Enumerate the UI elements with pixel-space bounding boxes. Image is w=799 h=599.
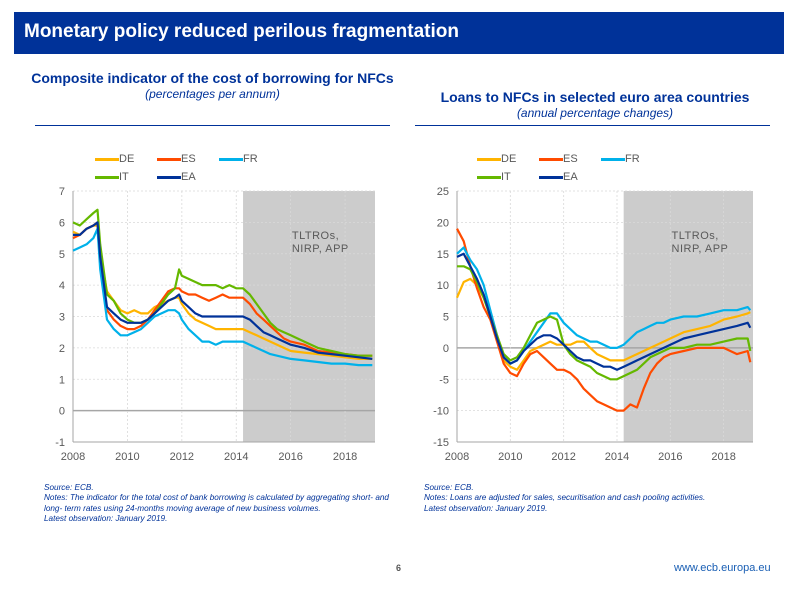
left-chart-title: Composite indicator of the cost of borro… — [31, 70, 394, 86]
left-series-line-es — [72, 221, 373, 357]
left-y-tick-label: 5 — [59, 249, 65, 261]
legend-item-es: ES — [157, 153, 196, 165]
legend-swatch — [477, 175, 501, 179]
left-chart-notes: Source: ECB. Notes: The indicator for th… — [44, 483, 389, 524]
left-x-tick-label: 2014 — [224, 451, 248, 463]
slide-title: Monetary policy reduced perilous fragmen… — [24, 21, 459, 42]
legend-swatch — [95, 157, 119, 161]
legend-label: DE — [119, 153, 135, 165]
left-y-tick-label: 1 — [59, 374, 65, 386]
right-y-tick-label: -10 — [433, 406, 449, 418]
left-shaded-region-label: TLTROs, — [292, 230, 339, 242]
left-series-line-fr — [72, 227, 373, 367]
legend-label: FR — [625, 153, 640, 165]
left-y-tick-label: 2 — [59, 343, 65, 355]
legend-swatch — [219, 157, 243, 161]
left-header-rule — [35, 125, 390, 126]
right-x-tick-label: 2014 — [605, 451, 629, 463]
right-y-tick-label: 5 — [443, 312, 449, 324]
left-y-tick-label: 6 — [59, 217, 65, 229]
legend-item-it: IT — [477, 171, 511, 183]
left-x-tick-label: 2012 — [170, 451, 194, 463]
legend-swatch — [601, 157, 625, 161]
legend-label: IT — [501, 171, 511, 183]
right-y-tick-label: -5 — [439, 374, 449, 386]
right-latest-observation: Latest observation: January 2019. — [424, 503, 548, 513]
legend-item-ea: EA — [539, 171, 578, 183]
right-chart-title: Loans to NFCs in selected euro area coun… — [440, 89, 750, 105]
legend-label: EA — [181, 171, 196, 183]
left-series-line-it — [72, 208, 373, 357]
legend-item-es: ES — [539, 153, 578, 165]
legend-swatch — [157, 157, 181, 161]
left-series-line-ea — [73, 221, 373, 360]
right-header-rule — [415, 125, 770, 126]
left-chart-subtitle: (percentages per annum) — [145, 87, 280, 101]
left-notes-text: Notes: The indicator for the total cost … — [44, 493, 389, 513]
right-shaded-region-label: NIRP, APP — [672, 243, 729, 255]
right-source: Source: ECB. — [424, 483, 474, 492]
legend-label: DE — [501, 153, 517, 165]
left-x-tick-label: 2016 — [278, 451, 302, 463]
legend-label: IT — [119, 171, 129, 183]
legend-swatch — [539, 175, 563, 179]
right-y-tick-label: 15 — [437, 249, 449, 261]
right-shaded-region-label: TLTROs, — [672, 230, 719, 242]
right-series-line-ea — [456, 252, 752, 371]
legend-swatch — [157, 175, 181, 179]
right-chart-header: Loans to NFCs in selected euro area coun… — [405, 89, 785, 120]
legend-item-it: IT — [95, 171, 129, 183]
left-chart-header: Composite indicator of the cost of borro… — [20, 70, 405, 101]
left-y-tick-label: 0 — [59, 406, 65, 418]
legend-label: EA — [563, 171, 578, 183]
left-latest-observation: Latest observation: January 2019. — [44, 513, 168, 523]
right-y-tick-label: -15 — [433, 437, 449, 449]
left-x-tick-label: 2010 — [115, 451, 139, 463]
right-notes-text: Notes: Loans are adjusted for sales, sec… — [424, 493, 706, 503]
legend-label: ES — [181, 153, 196, 165]
right-x-tick-label: 2010 — [498, 451, 522, 463]
right-y-tick-label: 25 — [437, 186, 449, 198]
page-number: 6 — [396, 563, 402, 573]
right-x-tick-label: 2018 — [711, 451, 735, 463]
legend-swatch — [477, 157, 501, 161]
left-source: Source: ECB. — [44, 483, 94, 492]
left-y-tick-label: 3 — [59, 312, 65, 324]
right-y-tick-label: 20 — [437, 217, 449, 229]
right-x-tick-label: 2016 — [658, 451, 682, 463]
right-chart-notes: Source: ECB. Notes: Loans are adjusted f… — [424, 483, 779, 514]
right-x-tick-label: 2012 — [551, 451, 575, 463]
left-shaded-region-label: NIRP, APP — [292, 243, 349, 255]
legend-label: FR — [243, 153, 258, 165]
right-chart-subtitle: (annual percentage changes) — [516, 106, 674, 120]
ecb-website-link[interactable]: www.ecb.europa.eu — [674, 562, 771, 574]
right-y-tick-label: 0 — [443, 343, 449, 355]
right-x-tick-label: 2008 — [445, 451, 469, 463]
legend-item-fr: FR — [601, 153, 640, 165]
left-x-tick-label: 2018 — [333, 451, 357, 463]
legend-label: ES — [563, 153, 578, 165]
legend-item-de: DE — [95, 153, 134, 165]
left-y-tick-label: -1 — [55, 437, 65, 449]
left-x-tick-label: 2008 — [61, 451, 85, 463]
legend-item-ea: EA — [157, 171, 196, 183]
legend-swatch — [539, 157, 563, 161]
right-series-line-es — [456, 228, 752, 412]
left-y-tick-label: 4 — [59, 280, 65, 292]
legend-item-de: DE — [477, 153, 516, 165]
right-y-tick-label: 10 — [437, 280, 449, 292]
legend-swatch — [95, 175, 119, 179]
slide-title-bar: Monetary policy reduced perilous fragmen… — [14, 12, 784, 54]
legend-item-fr: FR — [219, 153, 258, 165]
left-y-tick-label: 7 — [59, 186, 65, 198]
